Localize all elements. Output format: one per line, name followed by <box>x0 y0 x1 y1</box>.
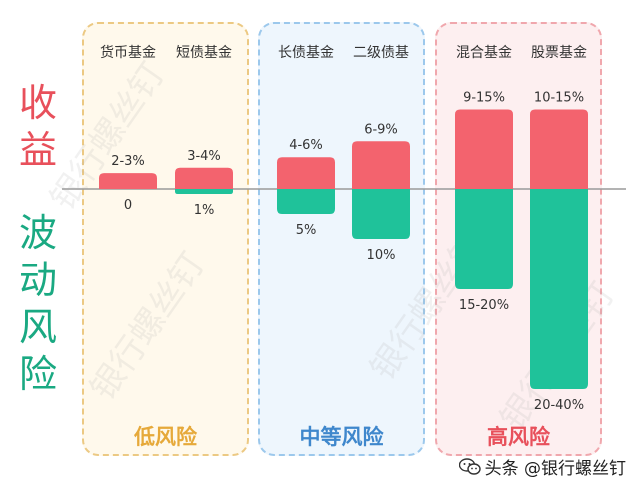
group-label-high: 高风险 <box>487 425 550 449</box>
volatility-label: 1% <box>194 203 215 218</box>
return-label: 10-15% <box>534 91 584 106</box>
group-label-medium: 中等风险 <box>299 425 384 449</box>
volatility-bar <box>352 189 410 239</box>
group-label-low: 低风险 <box>134 425 197 449</box>
return-bar <box>455 109 513 189</box>
wechat-icon <box>458 457 481 476</box>
category-label: 混合基金 <box>456 45 512 61</box>
group-box-low <box>82 22 249 456</box>
category-label: 二级债基 <box>353 45 409 61</box>
return-bar <box>99 173 157 189</box>
volatility-label: 5% <box>296 223 317 238</box>
volatility-bar <box>530 189 588 389</box>
return-bar <box>530 109 588 189</box>
return-bar <box>175 167 233 189</box>
volatility-label: 0 <box>124 198 132 213</box>
volatility-label: 10% <box>367 248 396 263</box>
return-label: 6-9% <box>364 122 398 137</box>
return-label: 3-4% <box>187 149 221 164</box>
category-label: 股票基金 <box>531 45 587 61</box>
volatility-bar <box>175 189 233 194</box>
footer: 头条 @银行螺丝钉 <box>458 454 626 479</box>
category-label: 短债基金 <box>176 45 232 61</box>
return-bar <box>277 157 335 189</box>
volatility-label: 20-40% <box>534 398 584 413</box>
footer-text: 头条 @银行螺丝钉 <box>484 459 626 479</box>
volatility-bar <box>277 189 335 214</box>
ylabel-top: 收益 <box>18 81 57 172</box>
return-label: 4-6% <box>289 138 323 153</box>
return-bar <box>352 141 410 189</box>
return-label: 9-15% <box>463 91 505 106</box>
ylabel-bottom: 波动风险 <box>18 211 57 396</box>
category-label: 货币基金 <box>100 45 156 61</box>
volatility-bar <box>455 189 513 289</box>
return-label: 2-3% <box>111 154 145 169</box>
volatility-label: 15-20% <box>459 298 509 313</box>
category-label: 长债基金 <box>278 45 334 61</box>
